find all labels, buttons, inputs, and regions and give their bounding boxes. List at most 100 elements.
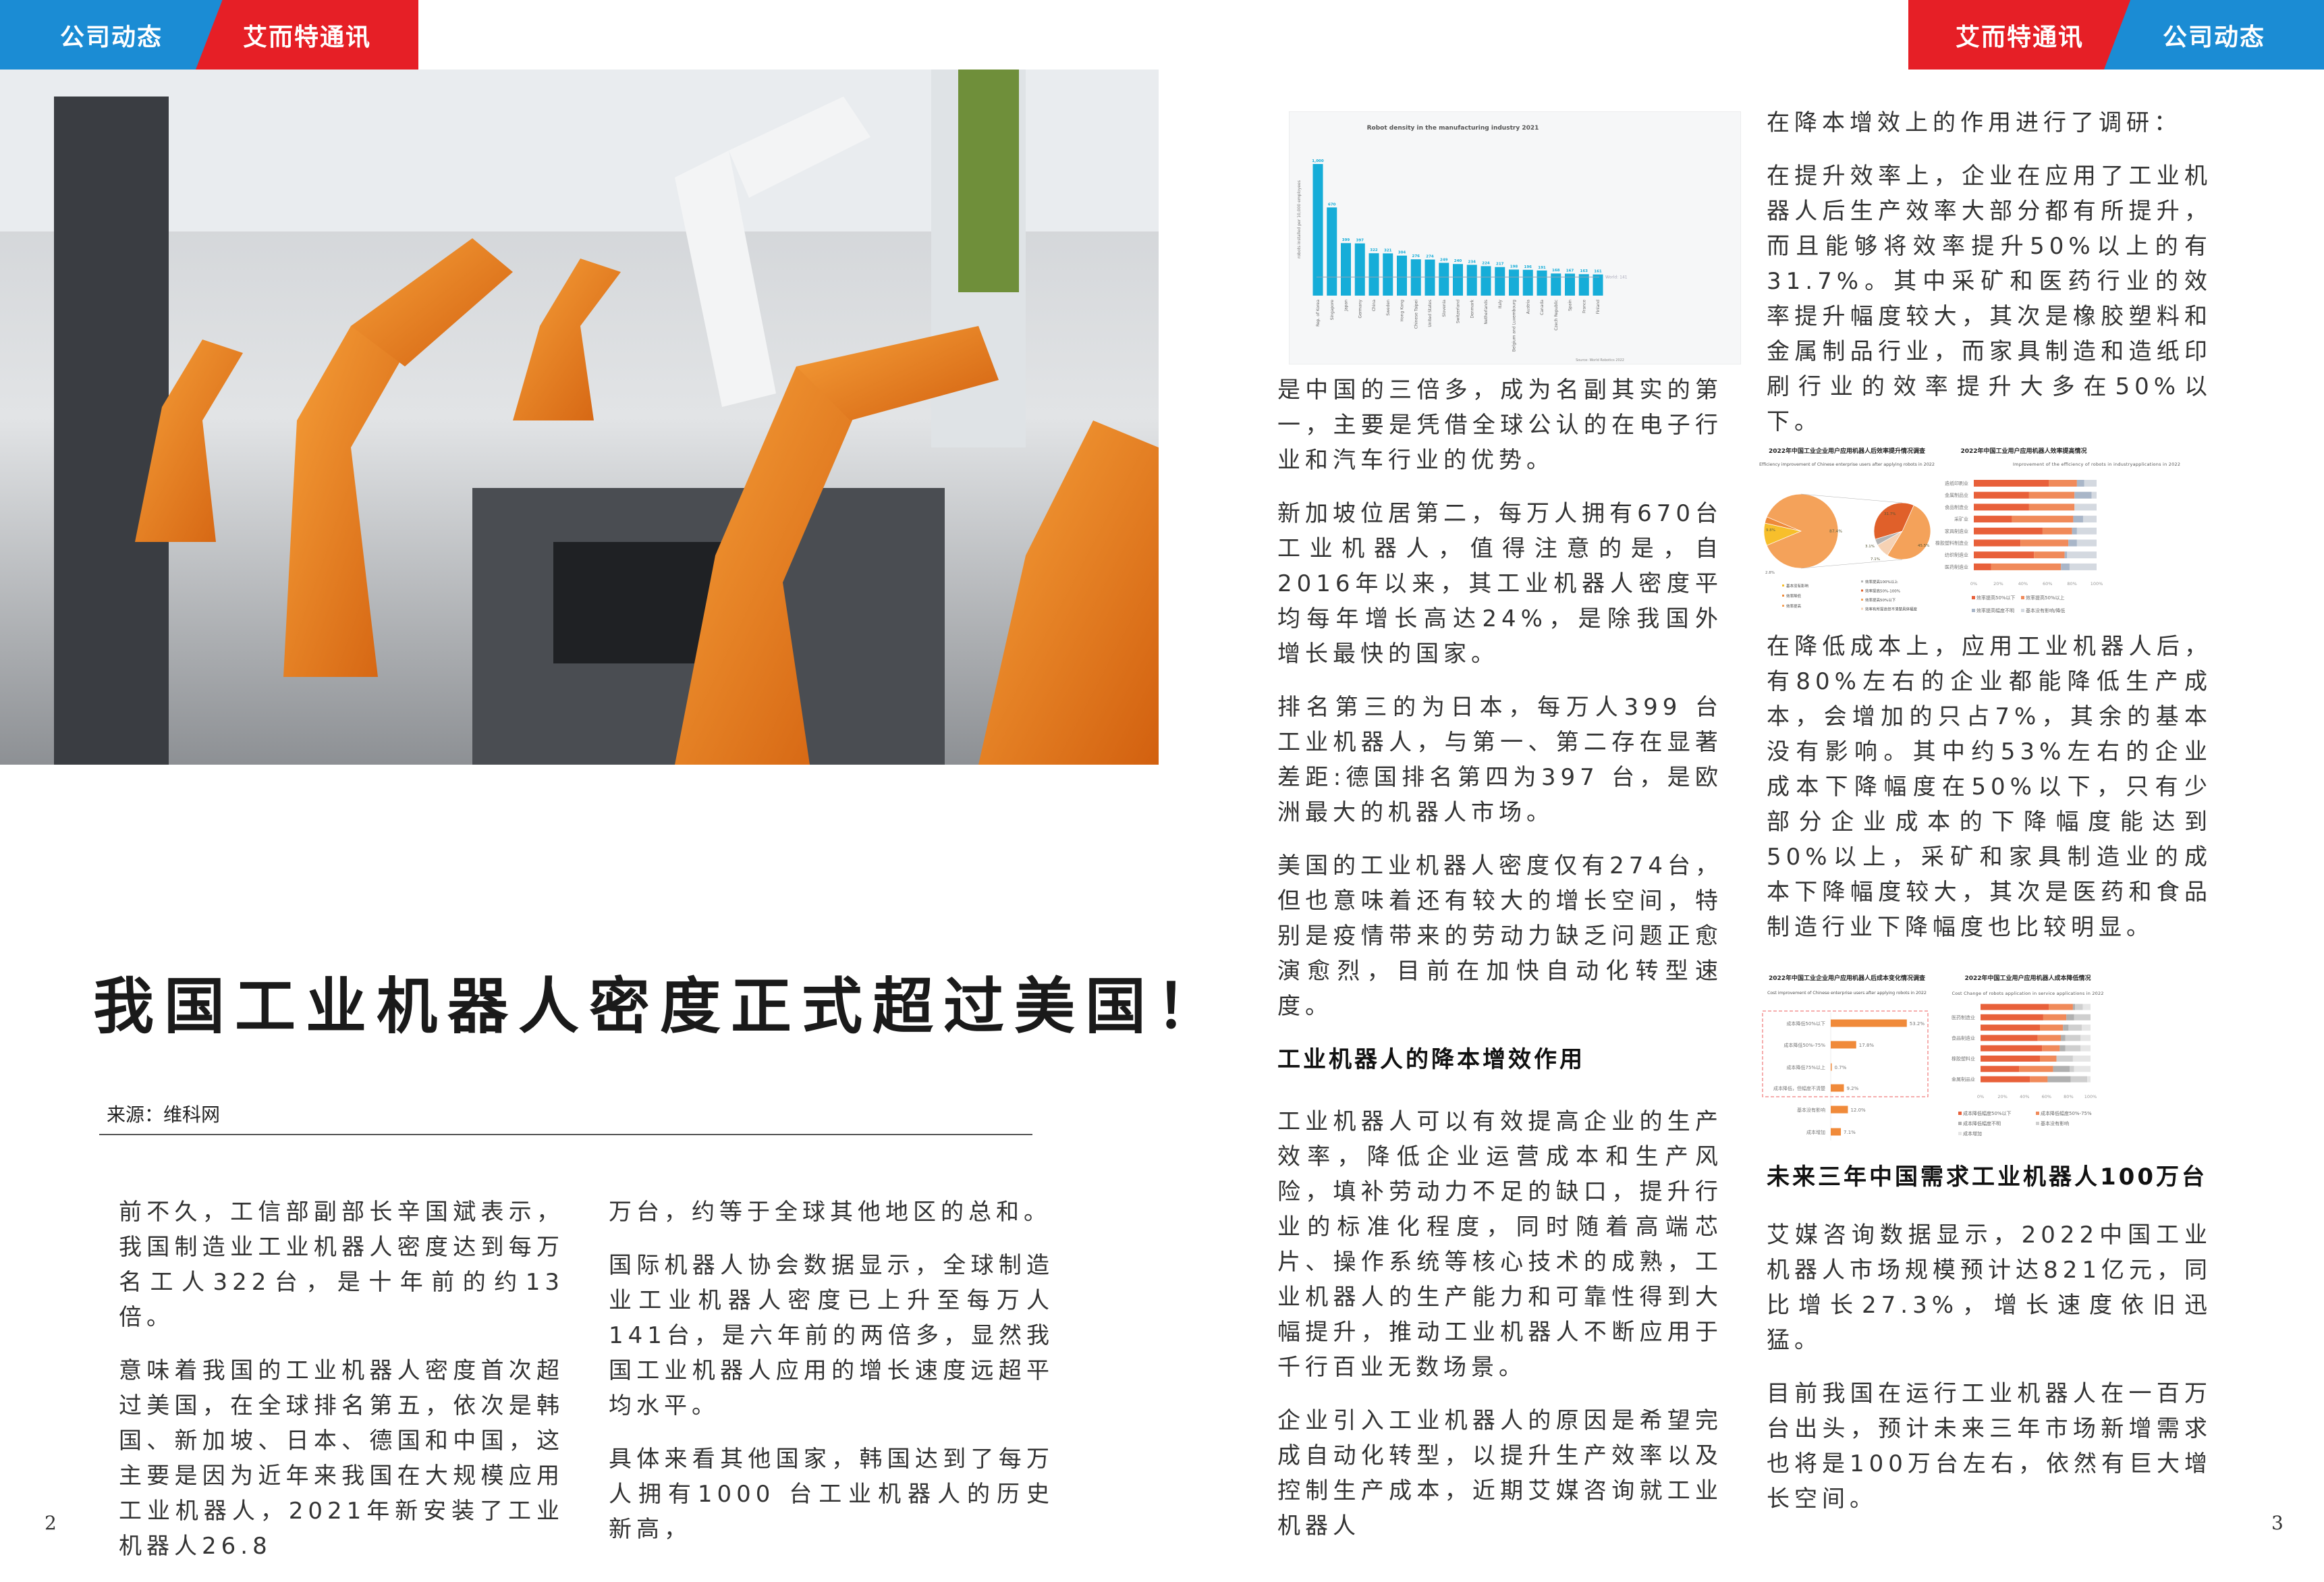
stacked-bar-segment (1974, 491, 2029, 499)
stacked-bar-segment (2053, 1066, 2070, 1072)
stacked-bar-segment (2076, 527, 2097, 535)
stacked-bar-segment (2069, 563, 2097, 570)
paragraph: 排名第三的为日本，每万人399 台工业机器人，与第一、第二存在显著差距:德国排名… (1277, 694, 1723, 826)
bar-value-label: 224 (1482, 261, 1490, 265)
stacked-bar-segment (1991, 563, 2062, 570)
legend-swatch (1861, 580, 1863, 582)
stacked-bar-segment (1981, 1076, 2030, 1083)
paragraph: 具体来看其他国家，韩国达到了每万人拥有1000 台工业机器人的历史新高， (609, 1446, 1054, 1543)
stacked-bar-segment (2059, 1045, 2066, 1052)
category-label: 食品制造业 (1945, 504, 1968, 510)
bar-value-label: 7.1% (1844, 1130, 1856, 1135)
stacked-bar-segment (2040, 1025, 2064, 1031)
page-number-left: 2 (45, 1512, 57, 1534)
category-label: 食品制造业 (1952, 1035, 1975, 1041)
x-tick-label: 0% (1977, 1094, 1984, 1099)
x-tick-label: Sweden (1386, 300, 1391, 316)
bar-value-label: 399 (1342, 238, 1350, 242)
x-tick-label: Austria (1526, 300, 1530, 315)
bar-value-label: 167 (1566, 269, 1574, 273)
article-source: 来源：维科网 (107, 1103, 221, 1126)
section-heading: 工业机器人的降本增效作用 (1277, 1046, 1585, 1073)
x-tick-label: 100% (2084, 1094, 2097, 1099)
pie-slice (1766, 493, 1839, 569)
stacked-bar-segment (1974, 527, 2043, 535)
legend-label: 基本没有影响/降低 (2026, 607, 2065, 613)
stacked-bar-segment (2074, 503, 2097, 511)
category-label: 造纸印刷业 (1945, 481, 1968, 487)
chart-subtitle: Cost Change of robots application in ser… (1952, 991, 2104, 996)
pie-label: 9.8% (1766, 528, 1775, 533)
bar-value-label: 274 (1426, 255, 1434, 259)
stacked-bar-segment (2074, 1066, 2091, 1072)
bar-value-label: 9.2% (1847, 1086, 1859, 1091)
chart-title: 2022年中国工业用户应用机器人成本降低情况 (1964, 974, 2091, 982)
stacked-bar-segment (2084, 480, 2097, 487)
x-tick-label: 20% (1993, 581, 2003, 587)
stacked-bar-segment (1974, 516, 2012, 523)
stacked-bar-segment (2037, 1035, 2061, 1041)
legend-label: 效率提高50%以上 (2026, 595, 2065, 601)
x-tick-label: 0% (1970, 581, 1977, 587)
bar-value-label: 670 (1328, 202, 1336, 207)
stacked-bar-segment (2068, 1025, 2082, 1031)
breakdown-label: 7.1% (1871, 557, 1880, 562)
bar-value-label: 1,000 (1312, 159, 1324, 163)
x-tick-label: Chinese Taipei (1414, 300, 1418, 329)
bar-value-label: 234 (1468, 260, 1476, 264)
stacked-bar-segment (2087, 1076, 2091, 1083)
stacked-bar-segment (2043, 1014, 2067, 1020)
paragraph: 前不久，工信部副部长辛国斌表示，我国制造业工业机器人密度达到每万名工人322台，… (119, 1199, 564, 1331)
legend-label: 效率提高50%以下 (1976, 595, 2016, 601)
bar (1312, 164, 1323, 296)
paragraph: 万台，约等于全球其他地区的总和。 (609, 1199, 1051, 1226)
chart-title: Robot density in the manufacturing indus… (1367, 125, 1539, 132)
category-label: 医药制造业 (1945, 564, 1968, 570)
legend-label: 成本增加 (1963, 1130, 1982, 1137)
legend-label: 成本降低幅度不明 (1963, 1120, 2001, 1126)
connector-line (1800, 559, 1903, 569)
legend-label: 成本降低幅度50%-75% (2041, 1110, 2092, 1116)
stacked-bar-segment (2074, 1014, 2091, 1020)
stacked-bar-segment (2065, 1035, 2081, 1041)
stacked-bar-segment (2066, 1014, 2074, 1020)
article-title: 我国工业机器人密度正式超过美国！ (93, 971, 1227, 1042)
bar (1410, 259, 1421, 296)
stacked-bar-segment (2047, 1076, 2071, 1083)
stacked-bar-segment (2064, 551, 2068, 559)
x-tick-label: Czech Republic (1554, 300, 1559, 331)
bar-value-label: 321 (1384, 248, 1392, 252)
x-tick-label: Canada (1540, 300, 1545, 315)
bar (1831, 1106, 1848, 1114)
stacked-bar-segment (1974, 539, 2021, 547)
x-tick-label: Japan (1344, 300, 1349, 312)
bar (1522, 269, 1533, 296)
bar-value-label: 304 (1398, 251, 1406, 255)
stacked-bar-segment (2076, 480, 2084, 487)
stacked-bar-segment (2065, 1045, 2081, 1052)
paragraph: 是中国的三倍多，成为名副其实的第一，主要是凭借全球公认的在电子行业和汽车行业的优… (1277, 377, 1723, 474)
bar (1354, 243, 1365, 296)
x-tick-label: 40% (2018, 581, 2028, 587)
legend-swatch (2036, 1112, 2039, 1115)
legend-label: 效率提高幅度不明 (1976, 607, 2014, 613)
x-tick-label: Italy (1498, 300, 1503, 308)
paragraph: 目前我国在运行工业机器人在一百万台出头，预计未来三年市场新增需求也将是100万台… (1767, 1380, 2212, 1512)
stacked-bar-segment (2049, 480, 2077, 487)
stacked-bar-segment (1981, 1025, 2041, 1031)
stacked-bar-segment (2063, 1025, 2069, 1031)
stacked-bar-segment (2082, 516, 2097, 523)
section-tab-company-news: 公司动态 (0, 0, 223, 70)
bar-value-label: 249 (1440, 258, 1448, 262)
category-label: 家具制造业 (1945, 528, 1968, 534)
breakdown-slice (1873, 502, 1914, 540)
stacked-bar-segment (2080, 1045, 2091, 1052)
breakdown-slice (1887, 505, 1931, 560)
category-label: 医药制造业 (1952, 1014, 1975, 1020)
section-tab-company-news-right: 公司动态 (2104, 0, 2324, 70)
pie-label: 2.8% (1765, 571, 1775, 575)
section-heading: 未来三年中国需求工业机器人100万台 (1767, 1164, 2207, 1191)
stacked-bar-segment (2091, 491, 2097, 499)
stacked-bar-segment (2081, 1025, 2091, 1031)
bar (1509, 269, 1519, 296)
